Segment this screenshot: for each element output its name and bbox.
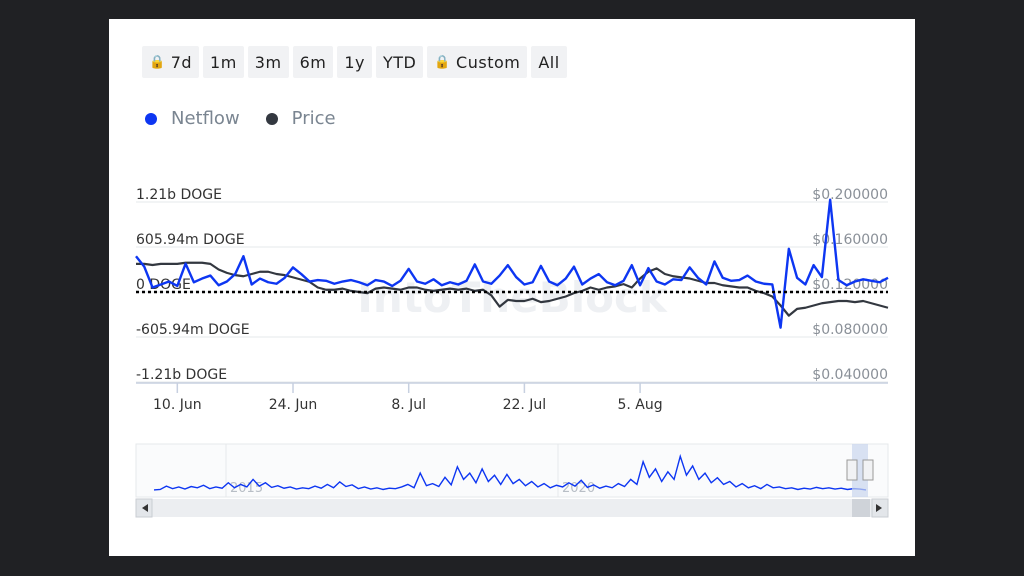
scrollbar-thumb[interactable] (852, 499, 870, 517)
range-button-label: YTD (382, 52, 417, 72)
x-axis-tick-label: 22. Jul (503, 397, 547, 413)
lock-icon: 🔒 (434, 54, 452, 70)
range-button-all[interactable]: All (531, 46, 567, 78)
legend-label-price: Price (291, 108, 336, 129)
x-axis-tick-label: 10. Jun (153, 397, 202, 413)
navigator-handle-left[interactable] (846, 459, 858, 481)
scrollbar-track[interactable] (136, 499, 888, 517)
range-button-ytd[interactable]: YTD (375, 46, 424, 78)
netflow-series-line (135, 198, 889, 329)
range-button-6m[interactable]: 6m (292, 46, 334, 78)
x-axis-tick-label: 8. Jul (391, 397, 426, 413)
left-axis-tick-label: 0 DOGE (136, 277, 191, 293)
x-axis-tick-label: 24. Jun (269, 397, 318, 413)
navigator-x-label: 2015 (230, 481, 263, 496)
range-button-label: All (538, 52, 560, 72)
range-button-label: 3m (254, 52, 282, 72)
navigator-series-line (153, 453, 867, 491)
range-button-label: Custom (456, 52, 521, 72)
lock-icon: 🔒 (149, 54, 166, 70)
range-button-label: 1m (210, 52, 237, 72)
range-button-3m[interactable]: 3m (247, 46, 289, 78)
legend-item-price[interactable]: Price (265, 108, 336, 129)
right-axis-tick-label: $0.200000 (812, 187, 888, 203)
right-axis-tick-label: $0.040000 (812, 367, 888, 383)
left-axis-tick-label: -1.21b DOGE (136, 367, 227, 383)
navigator-x-label: 2020 (562, 481, 595, 496)
range-button-label: 6m (299, 52, 327, 72)
netflow-legend-dot (145, 112, 157, 125)
price-legend-dot (265, 112, 278, 125)
range-button-label: 1y (344, 52, 365, 72)
scroll-right-arrow-icon (876, 504, 882, 512)
left-axis-tick-label: -605.94m DOGE (136, 322, 250, 338)
legend-label-netflow: Netflow (171, 108, 240, 129)
right-axis-tick-label: $0.120000 (812, 277, 888, 293)
right-axis-tick-label: $0.080000 (812, 322, 888, 338)
range-button-1m[interactable]: 1m (203, 46, 244, 78)
legend: Netflow Price (145, 108, 336, 129)
range-button-7d[interactable]: 🔒 7d (142, 46, 200, 78)
left-axis-tick-label: 605.94m DOGE (136, 232, 245, 248)
navigator-handle-right[interactable] (862, 459, 874, 481)
right-axis-tick-label: $0.160000 (812, 232, 888, 248)
range-button-1y[interactable]: 1y (337, 46, 372, 78)
range-selector: 🔒 7d 1m 3m 6m 1y YTD 🔒 Custom All (142, 46, 567, 78)
x-axis-tick-label: 5. Aug (618, 397, 663, 413)
left-axis-tick-label: 1.21b DOGE (136, 187, 222, 203)
scroll-left-arrow-icon (142, 504, 148, 512)
navigator-selection[interactable] (852, 444, 868, 497)
range-button-custom[interactable]: 🔒 Custom (427, 46, 528, 78)
legend-item-netflow[interactable]: Netflow (145, 108, 240, 129)
watermark: IntoTheBlock (357, 273, 668, 322)
range-button-label: 7d (170, 52, 193, 72)
